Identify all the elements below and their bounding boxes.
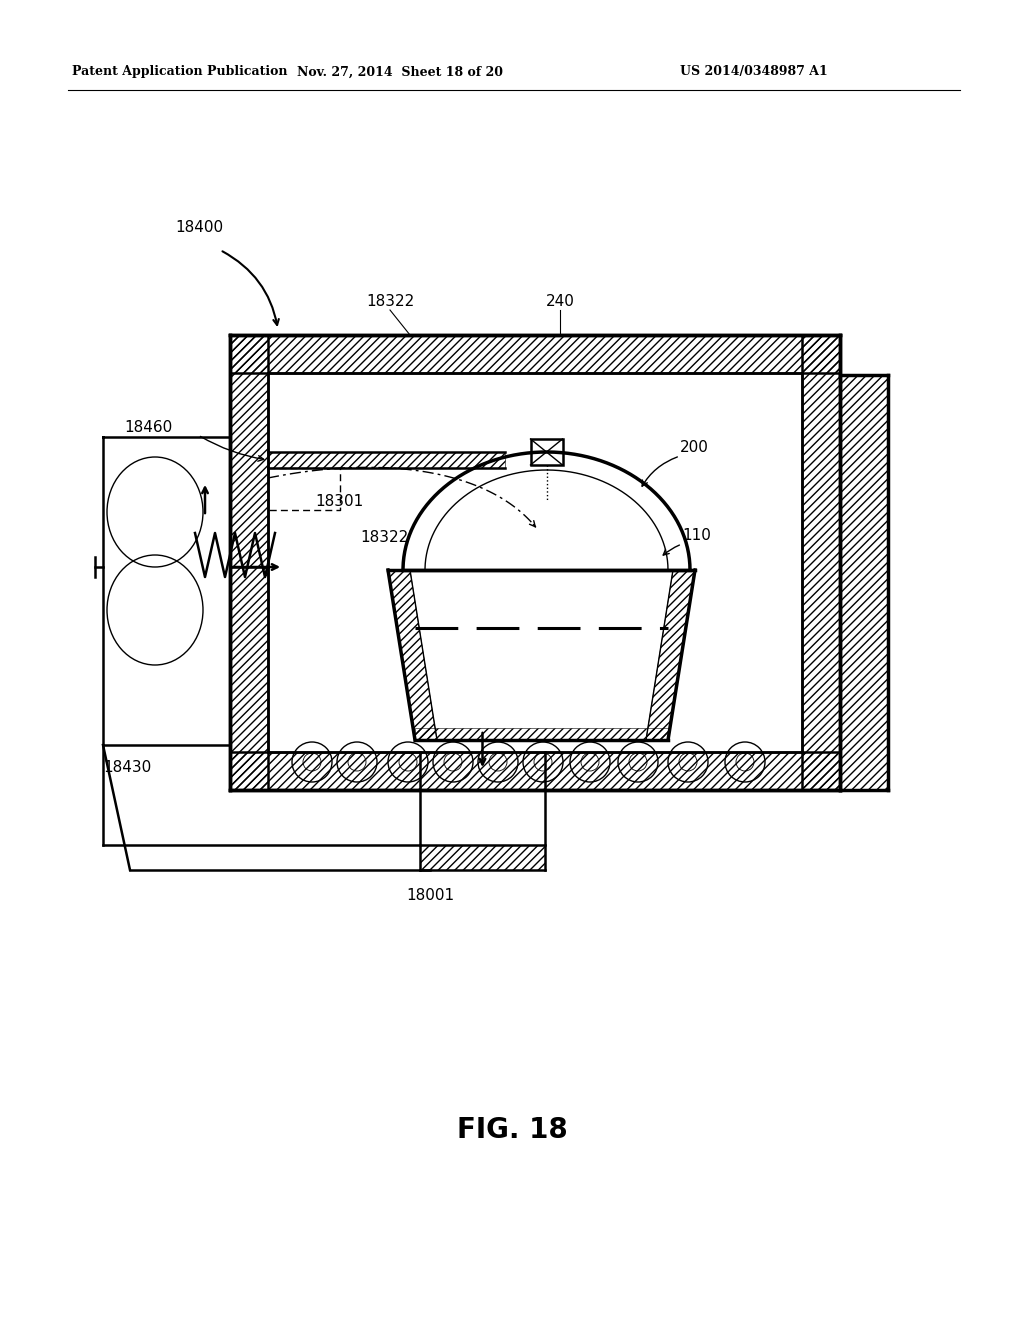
Text: US 2014/0348987 A1: US 2014/0348987 A1 [680,66,827,78]
Text: 18430: 18430 [103,760,152,776]
Bar [230,752,840,789]
Text: FIG. 18: FIG. 18 [457,1115,567,1144]
Bar [230,335,840,374]
Text: 18301: 18301 [315,495,364,510]
Text: 240: 240 [546,294,574,309]
Text: 110: 110 [682,528,711,544]
Bar [268,451,505,469]
Text: 18001: 18001 [406,887,454,903]
Bar [802,335,840,789]
Text: Nov. 27, 2014  Sheet 18 of 20: Nov. 27, 2014 Sheet 18 of 20 [297,66,503,78]
Text: 18460: 18460 [124,420,172,434]
Bar [230,335,268,789]
Bar [415,729,668,741]
Bar [530,440,562,465]
Text: 18400: 18400 [175,220,223,235]
Bar [420,845,545,870]
Text: 200: 200 [680,441,709,455]
Text: Patent Application Publication: Patent Application Publication [72,66,288,78]
Text: 18322: 18322 [366,294,414,309]
Bar [840,375,888,789]
Text: 18322': 18322' [360,531,413,545]
